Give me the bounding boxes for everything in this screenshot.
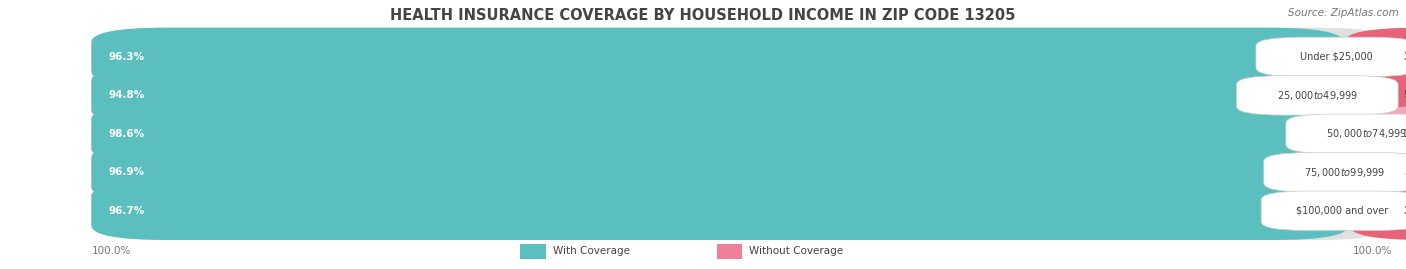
Text: 3.3%: 3.3% xyxy=(1403,206,1406,216)
Text: Under $25,000: Under $25,000 xyxy=(1301,52,1374,62)
Text: 100.0%: 100.0% xyxy=(1353,246,1392,256)
Text: HEALTH INSURANCE COVERAGE BY HOUSEHOLD INCOME IN ZIP CODE 13205: HEALTH INSURANCE COVERAGE BY HOUSEHOLD I… xyxy=(391,8,1015,23)
Text: $100,000 and over: $100,000 and over xyxy=(1296,206,1388,216)
Text: 96.9%: 96.9% xyxy=(108,167,145,177)
Text: 5.2%: 5.2% xyxy=(1403,90,1406,100)
Text: With Coverage: With Coverage xyxy=(553,246,630,256)
Text: Without Coverage: Without Coverage xyxy=(749,246,844,256)
Text: $25,000 to $49,999: $25,000 to $49,999 xyxy=(1277,89,1358,102)
Text: 94.8%: 94.8% xyxy=(108,90,145,100)
Text: $75,000 to $99,999: $75,000 to $99,999 xyxy=(1303,166,1385,179)
Text: 3.7%: 3.7% xyxy=(1403,52,1406,62)
Text: 98.6%: 98.6% xyxy=(108,129,145,139)
Text: 96.3%: 96.3% xyxy=(108,52,145,62)
Text: 96.7%: 96.7% xyxy=(108,206,145,216)
Text: 3.2%: 3.2% xyxy=(1405,167,1406,177)
Text: 100.0%: 100.0% xyxy=(91,246,131,256)
Text: $50,000 to $74,999: $50,000 to $74,999 xyxy=(1326,127,1406,140)
Text: Source: ZipAtlas.com: Source: ZipAtlas.com xyxy=(1288,8,1399,18)
Text: 1.4%: 1.4% xyxy=(1403,129,1406,139)
